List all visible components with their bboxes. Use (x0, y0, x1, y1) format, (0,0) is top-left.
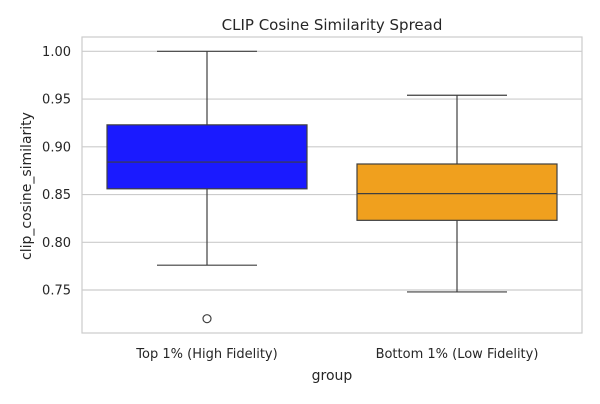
y-tick-label: 1.00 (42, 45, 71, 60)
box-group (356, 94, 558, 293)
chart-title: CLIP Cosine Similarity Spread (222, 16, 443, 34)
iqr-box (106, 124, 308, 190)
y-tick-label: 0.85 (42, 188, 71, 203)
plot-frame (81, 36, 583, 334)
y-tick-label: 0.80 (42, 236, 71, 251)
box-layer (106, 50, 558, 324)
y-tick-label: 0.90 (42, 140, 71, 155)
x-tick-labels: Top 1% (High Fidelity) Bottom 1% (Low Fid… (135, 347, 538, 362)
outlier-point (202, 314, 212, 324)
y-tick-labels: 0.75 0.80 0.85 0.90 0.95 1.00 (42, 45, 71, 299)
x-axis-label: group (312, 368, 353, 384)
y-tick-label: 0.75 (42, 284, 71, 299)
x-tick-label: Top 1% (High Fidelity) (135, 347, 277, 362)
y-axis-label: clip_cosine_similarity (19, 112, 35, 260)
y-tick-label: 0.95 (42, 93, 71, 108)
x-tick-label: Bottom 1% (Low Fidelity) (376, 347, 539, 362)
box-group (106, 50, 308, 324)
iqr-box (356, 163, 558, 221)
